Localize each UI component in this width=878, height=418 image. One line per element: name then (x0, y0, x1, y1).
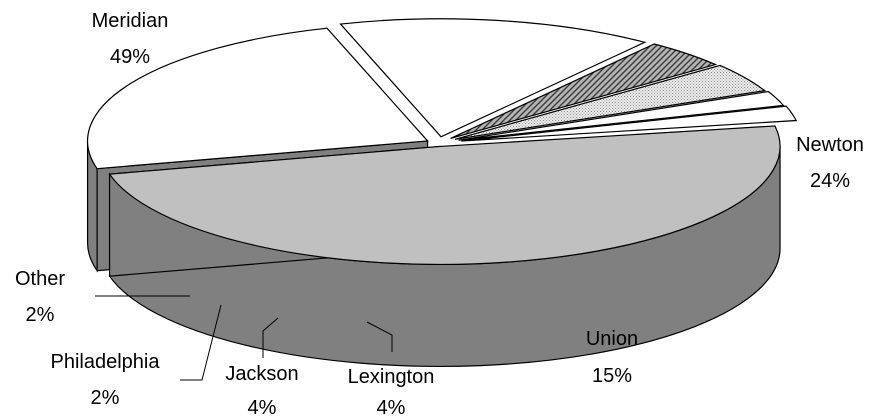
slice-top-jackson (454, 64, 767, 140)
leader-lines (95, 295, 393, 381)
slice-top-union (339, 18, 647, 138)
label-meridian-name: Meridian (92, 10, 169, 32)
label-union-name: Union (586, 328, 638, 350)
label-lexington-name: Lexington (348, 366, 435, 388)
label-newton-name: Newton (796, 134, 864, 156)
slice-top-meridian (108, 125, 781, 266)
label-lexington-pct: 4% (377, 397, 406, 418)
label-jackson-name: Jackson (225, 363, 298, 385)
slice-top-philadelphia (458, 90, 785, 141)
pie-slices (86, 18, 798, 368)
label-other-pct: 2% (26, 304, 55, 326)
label-newton-pct: 24% (810, 170, 850, 192)
slice-top-newton (87, 27, 429, 170)
slice-top-lexington (450, 43, 718, 140)
leader-line-philadelphia (180, 304, 222, 381)
label-philadelphia-pct: 2% (91, 387, 120, 409)
label-jackson-pct: 4% (248, 397, 277, 418)
label-union-pct: 15% (592, 365, 632, 387)
slice-top-other (461, 105, 798, 142)
leader-line-lexington (366, 321, 393, 352)
label-meridian-pct: 49% (110, 46, 150, 68)
label-other-name: Other (15, 268, 65, 290)
label-philadelphia-name: Philadelphia (51, 351, 161, 373)
leader-line-jackson (262, 317, 279, 358)
